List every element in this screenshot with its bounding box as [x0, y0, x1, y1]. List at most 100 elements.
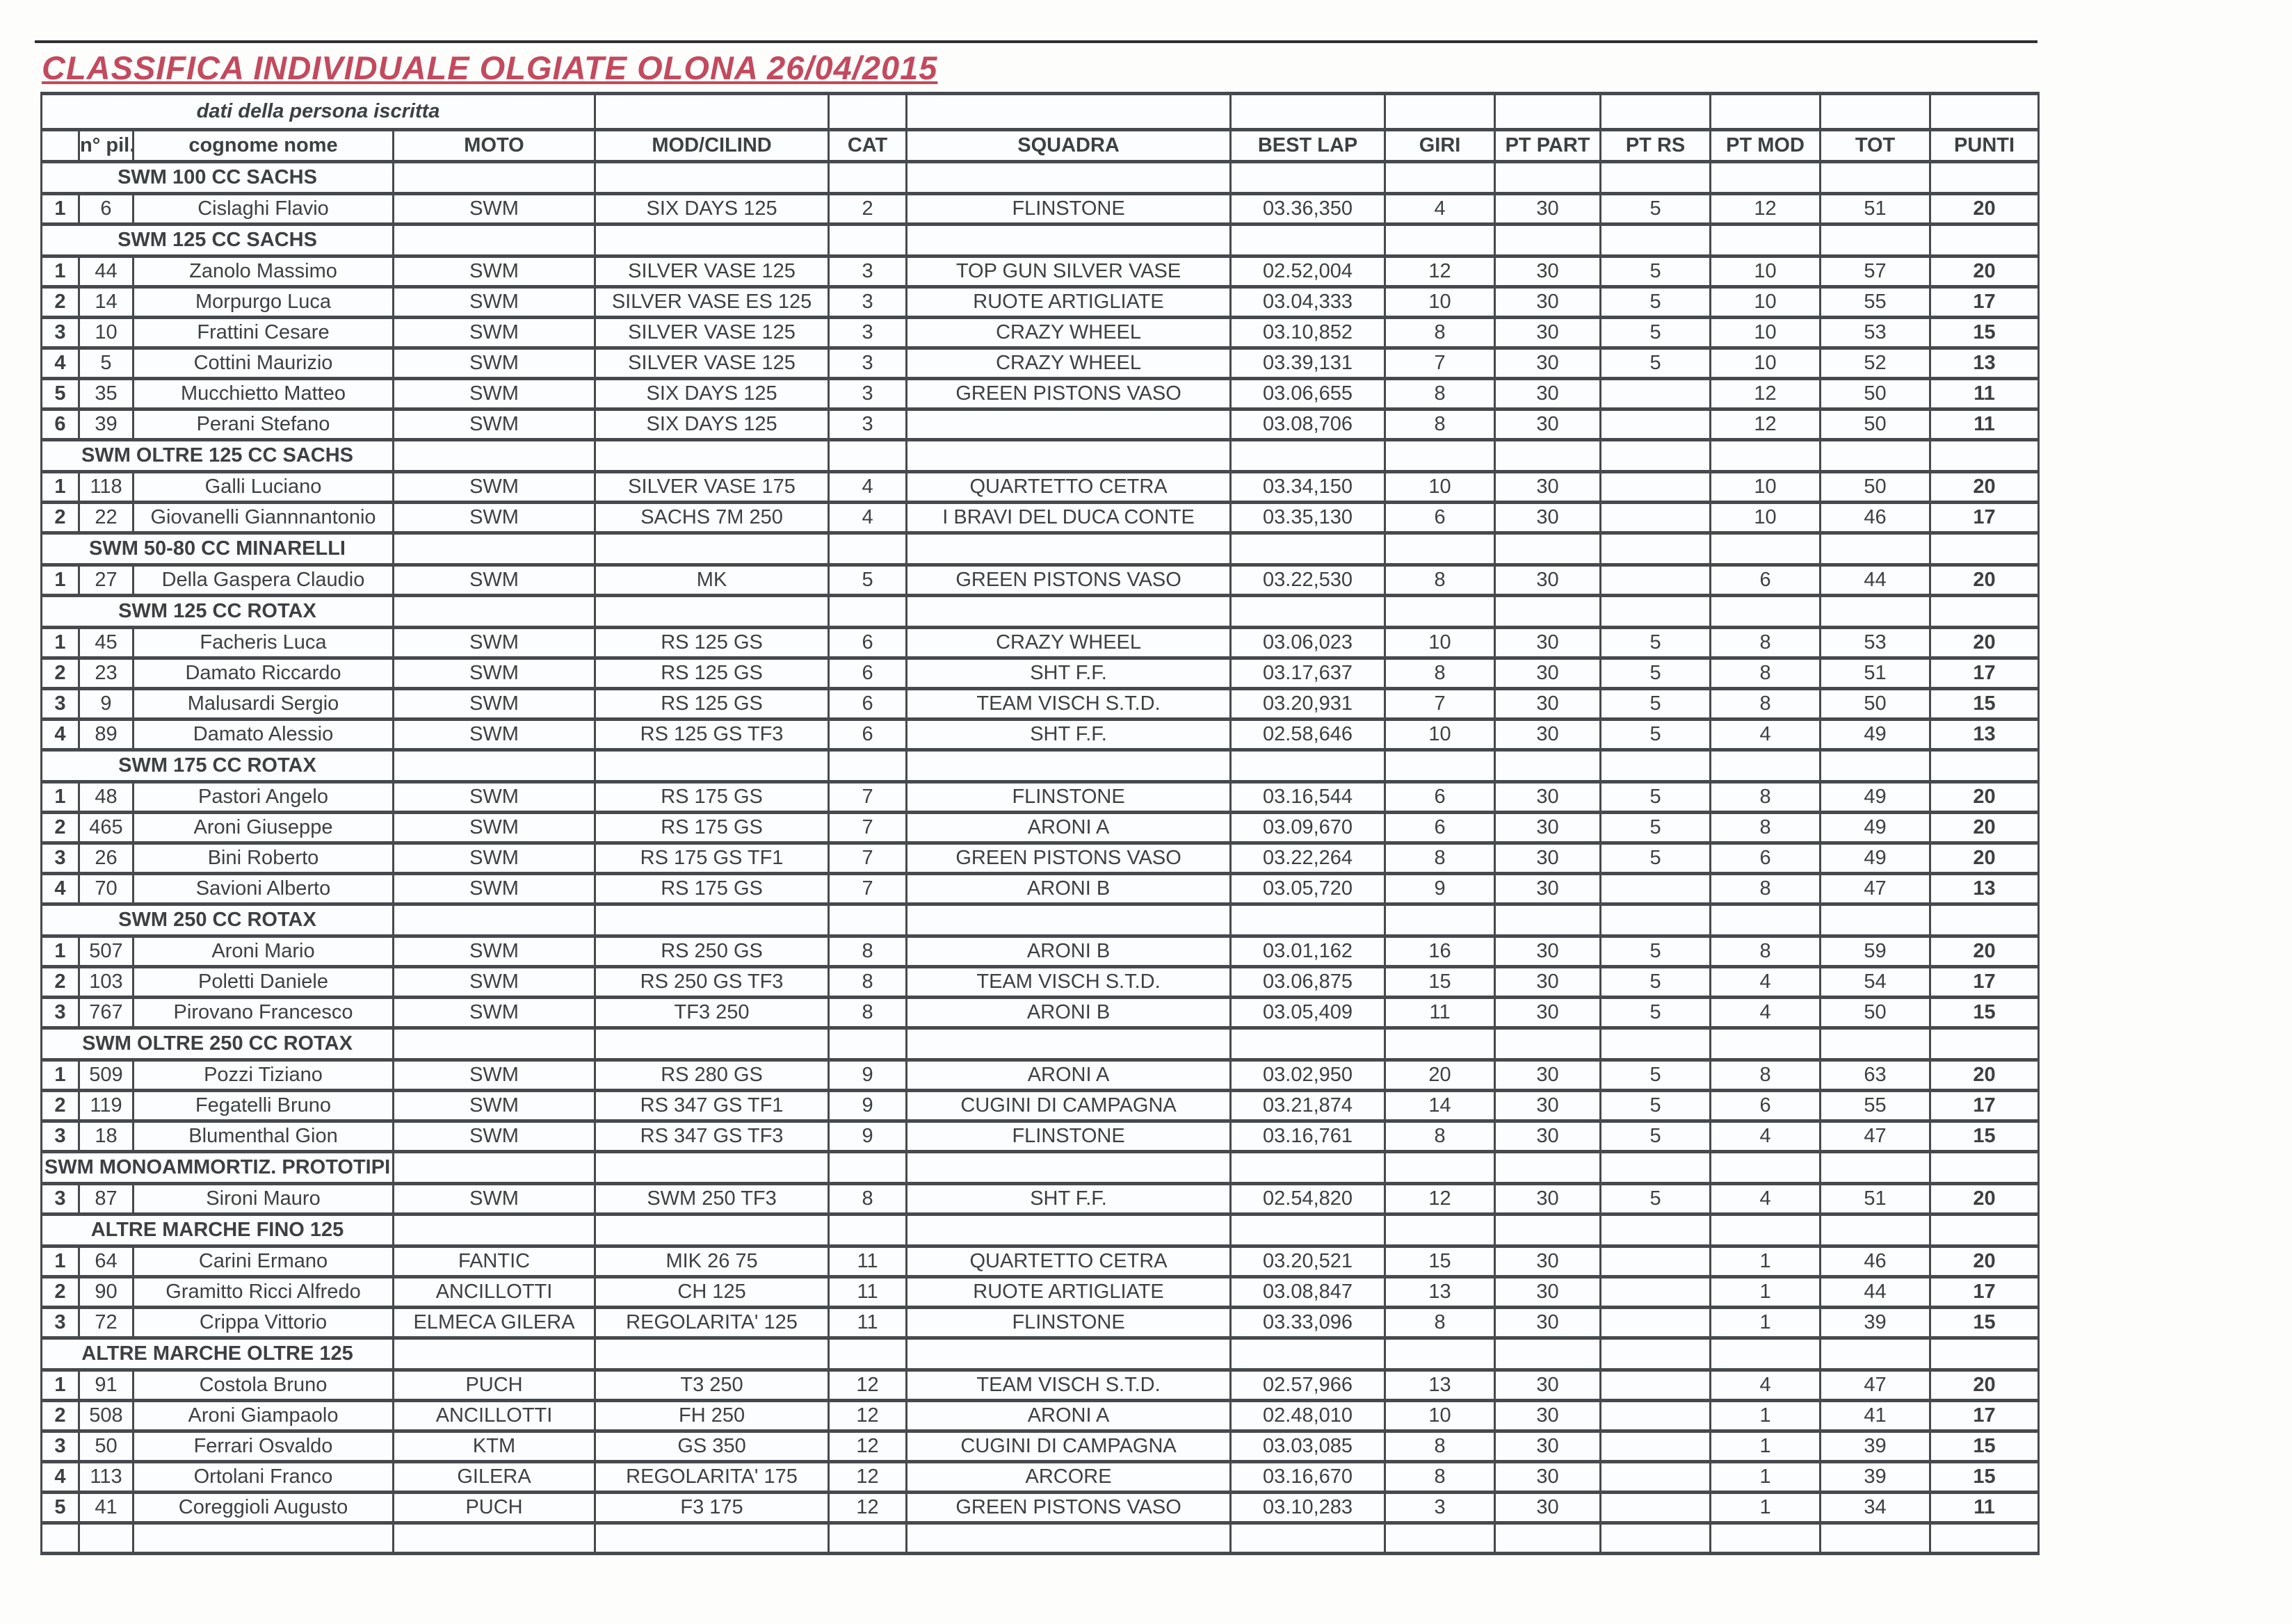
- num-cell: 44: [78, 254, 134, 289]
- pt-mod-cell: 1: [1709, 1244, 1822, 1278]
- best-lap-cell: 03.22,530: [1229, 563, 1387, 597]
- cat-cell: 9: [828, 1119, 908, 1153]
- punti-cell: 20: [1929, 1182, 2040, 1216]
- section-empty-cell: [594, 438, 830, 473]
- mod-cell: GS 350: [594, 1429, 830, 1463]
- pt-part-cell: 30: [1494, 811, 1602, 845]
- cat-cell: 6: [828, 626, 908, 660]
- pt-rs-cell: [1599, 1399, 1712, 1433]
- best-lap-cell: 03.08,847: [1229, 1275, 1387, 1309]
- moto-cell: ANCILLOTTI: [392, 1275, 597, 1309]
- tot-cell: 47: [1819, 1368, 1932, 1402]
- empty-cell: [828, 1521, 908, 1555]
- mod-cell: RS 250 GS TF3: [594, 965, 830, 999]
- pos-cell: 1: [40, 254, 80, 289]
- moto-cell: SWM: [392, 934, 597, 968]
- mod-cell: RS 347 GS TF3: [594, 1119, 830, 1153]
- section-empty-cell: [1929, 902, 2040, 938]
- punti-cell: 13: [1929, 872, 2040, 906]
- moto-cell: KTM: [392, 1429, 597, 1463]
- moto-cell: ELMECA GILERA: [392, 1306, 597, 1340]
- squadra-cell: ARONI A: [905, 1399, 1232, 1433]
- tot-cell: 50: [1819, 687, 1932, 721]
- pt-mod-cell: 4: [1709, 965, 1822, 999]
- pt-rs-cell: [1599, 377, 1712, 411]
- section-empty-cell: [594, 222, 830, 258]
- pt-part-cell: 30: [1494, 192, 1602, 226]
- pt-mod-cell: 8: [1709, 656, 1822, 690]
- num-cell: 45: [78, 626, 134, 660]
- pos-cell: 6: [40, 407, 80, 441]
- moto-cell: GILERA: [392, 1460, 597, 1494]
- pt-part-cell: 30: [1494, 841, 1602, 875]
- squadra-cell: SHT F.F.: [905, 717, 1232, 752]
- num-cell: 39: [78, 407, 134, 441]
- section-empty-cell: [905, 748, 1232, 783]
- mod-cell: REGOLARITA' 175: [594, 1460, 830, 1494]
- pos-cell: 5: [40, 1491, 80, 1525]
- num-cell: 508: [78, 1399, 134, 1433]
- name-cell: Poletti Daniele: [132, 965, 394, 999]
- name-cell: Pirovano Francesco: [132, 996, 394, 1030]
- section-empty-cell: [1709, 531, 1822, 567]
- section-empty-cell: [392, 594, 597, 629]
- num-cell: 5: [78, 346, 134, 380]
- pt-mod-cell: 8: [1709, 780, 1822, 814]
- section-empty-cell: [1929, 594, 2040, 629]
- pt-part-cell: 30: [1494, 934, 1602, 968]
- tot-cell: 52: [1819, 346, 1932, 380]
- section-empty-cell: [1929, 222, 2040, 258]
- section-empty-cell: [828, 1150, 908, 1185]
- section-empty-cell: [392, 531, 597, 567]
- section-empty-cell: [1384, 1026, 1496, 1062]
- section-empty-cell: [1929, 748, 2040, 783]
- giri-header: GIRI: [1384, 128, 1496, 163]
- cat-cell: 8: [828, 1182, 908, 1216]
- pos-cell: 2: [40, 501, 80, 535]
- section-empty-cell: [1819, 1336, 1932, 1372]
- group-empty-cell: [905, 92, 1232, 131]
- moto-cell: SWM: [392, 717, 597, 752]
- section-empty-cell: [905, 594, 1232, 629]
- name-cell: Galli Luciano: [132, 470, 394, 504]
- punti-cell: 17: [1929, 965, 2040, 999]
- group-header-row: dati della persona iscritta: [40, 92, 2040, 131]
- section-empty-cell: [1819, 438, 1932, 473]
- pt-part-cell: 30: [1494, 1368, 1602, 1402]
- tot-cell: 51: [1819, 1182, 1932, 1216]
- section-empty-cell: [1229, 902, 1387, 938]
- best-lap-cell: 03.05,409: [1229, 996, 1387, 1030]
- cat-cell: 3: [828, 346, 908, 380]
- pt-mod-cell: 10: [1709, 501, 1822, 535]
- pt-part-cell: 30: [1494, 1182, 1602, 1216]
- position-header-cell: [40, 128, 80, 163]
- pos-cell: 4: [40, 346, 80, 380]
- table-row: 4 113 Ortolani Franco GILERA REGOLARITA' 175…: [40, 1460, 2040, 1494]
- section-empty-cell: [1709, 160, 1822, 195]
- pt-mod-cell: 8: [1709, 872, 1822, 906]
- pos-cell: 1: [40, 1244, 80, 1278]
- section-empty-cell: [1229, 594, 1387, 629]
- pt-mod-cell: 12: [1709, 377, 1822, 411]
- section-empty-cell: [1819, 748, 1932, 783]
- mod-cell: RS 125 GS TF3: [594, 717, 830, 752]
- name-header: cognome nome: [132, 128, 394, 163]
- tot-cell: 46: [1819, 501, 1932, 535]
- pt-part-cell: 30: [1494, 563, 1602, 597]
- section-empty-cell: [905, 1026, 1232, 1062]
- pt-part-cell: 30: [1494, 626, 1602, 660]
- empty-cell: [40, 1521, 80, 1555]
- section-empty-cell: [905, 222, 1232, 258]
- pt-rs-cell: [1599, 1368, 1712, 1402]
- cat-cell: 8: [828, 934, 908, 968]
- tot-cell: 50: [1819, 996, 1932, 1030]
- section-empty-cell: [1929, 1336, 2040, 1372]
- pt-mod-cell: 1: [1709, 1491, 1822, 1525]
- best-lap-header: BEST LAP: [1229, 128, 1387, 163]
- giri-cell: 6: [1384, 811, 1496, 845]
- name-cell: Sironi Mauro: [132, 1182, 394, 1216]
- section-empty-cell: [1599, 160, 1712, 195]
- pt-rs-cell: 5: [1599, 687, 1712, 721]
- num-cell: 103: [78, 965, 134, 999]
